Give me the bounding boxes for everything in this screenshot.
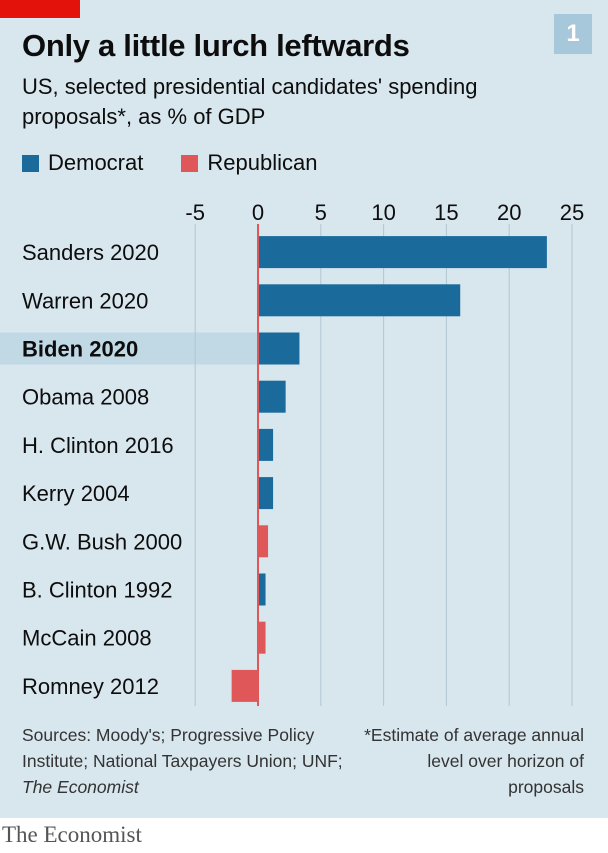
chart-subtitle: US, selected presidential candidates' sp… xyxy=(22,74,478,129)
candidate-year: 2020 xyxy=(99,288,148,313)
candidate-name: G.W. Bush xyxy=(22,529,133,554)
chart-number-badge: 1 xyxy=(554,14,592,54)
category-label: McCain 2008 xyxy=(22,626,152,651)
x-tick-label: 15 xyxy=(434,200,458,225)
category-label: Biden 2020 xyxy=(22,337,138,362)
legend-swatch-republican xyxy=(181,154,199,172)
candidate-name: H. Clinton xyxy=(22,433,125,458)
bar xyxy=(231,669,258,702)
bar xyxy=(258,380,286,413)
x-tick-label: 20 xyxy=(497,200,521,225)
candidate-name: B. Clinton xyxy=(22,578,124,603)
sources-text: Sources: Moody's; Progressive Policy Ins… xyxy=(22,725,343,771)
candidate-year: 2016 xyxy=(125,433,174,458)
bar xyxy=(258,477,274,510)
chart-panel xyxy=(0,0,608,818)
candidate-year: 2020 xyxy=(89,337,138,362)
candidate-year: 2012 xyxy=(110,674,159,699)
category-label: Romney 2012 xyxy=(22,674,159,699)
brand-red-tag xyxy=(0,0,80,18)
x-tick-label: -5 xyxy=(185,200,205,225)
x-tick-label: 25 xyxy=(560,200,584,225)
estimate-footnote: *Estimate of average annual level over h… xyxy=(364,725,584,797)
x-tick-label: 5 xyxy=(315,200,327,225)
candidate-name: Obama xyxy=(22,385,100,410)
legend: Democrat Republican xyxy=(22,150,355,176)
candidate-name: Romney xyxy=(22,674,110,699)
economist-wordmark: The Economist xyxy=(2,822,142,847)
candidate-year: 2020 xyxy=(110,240,159,265)
category-label: B. Clinton 1992 xyxy=(22,578,172,603)
bar xyxy=(258,621,266,654)
bar xyxy=(258,525,269,558)
bar xyxy=(258,236,547,269)
category-label: H. Clinton 2016 xyxy=(22,433,174,458)
candidate-name: Biden xyxy=(22,337,89,362)
sources-italic: The Economist xyxy=(22,777,139,797)
category-label: Kerry 2004 xyxy=(22,481,130,506)
category-label: Sanders 2020 xyxy=(22,240,159,265)
legend-label-democrat: Democrat xyxy=(48,150,144,175)
candidate-year: 2004 xyxy=(81,481,130,506)
candidate-name: Warren xyxy=(22,288,99,313)
candidate-year: 1992 xyxy=(124,578,173,603)
candidate-year: 2008 xyxy=(103,626,152,651)
legend-item-republican: Republican xyxy=(181,150,317,176)
bar xyxy=(258,573,266,606)
category-label: Obama 2008 xyxy=(22,385,149,410)
legend-swatch-democrat xyxy=(22,154,39,172)
x-tick-label: 10 xyxy=(371,200,395,225)
legend-label-republican: Republican xyxy=(207,150,318,175)
candidate-name: Kerry xyxy=(22,481,81,506)
sources-note: Sources: Moody's; Progressive Policy Ins… xyxy=(22,722,362,800)
candidate-name: McCain xyxy=(22,626,103,651)
bar xyxy=(258,332,300,365)
category-label: G.W. Bush 2000 xyxy=(22,529,182,554)
highlight-band xyxy=(0,332,258,365)
category-label: Warren 2020 xyxy=(22,288,148,313)
bar xyxy=(258,428,274,461)
candidate-year: 2000 xyxy=(133,529,182,554)
candidate-year: 2008 xyxy=(100,385,149,410)
bar xyxy=(258,284,461,317)
legend-item-democrat: Democrat xyxy=(22,150,143,176)
x-tick-label: 0 xyxy=(252,200,264,225)
chart-title: Only a little lurch leftwards xyxy=(22,28,410,63)
candidate-name: Sanders xyxy=(22,240,110,265)
